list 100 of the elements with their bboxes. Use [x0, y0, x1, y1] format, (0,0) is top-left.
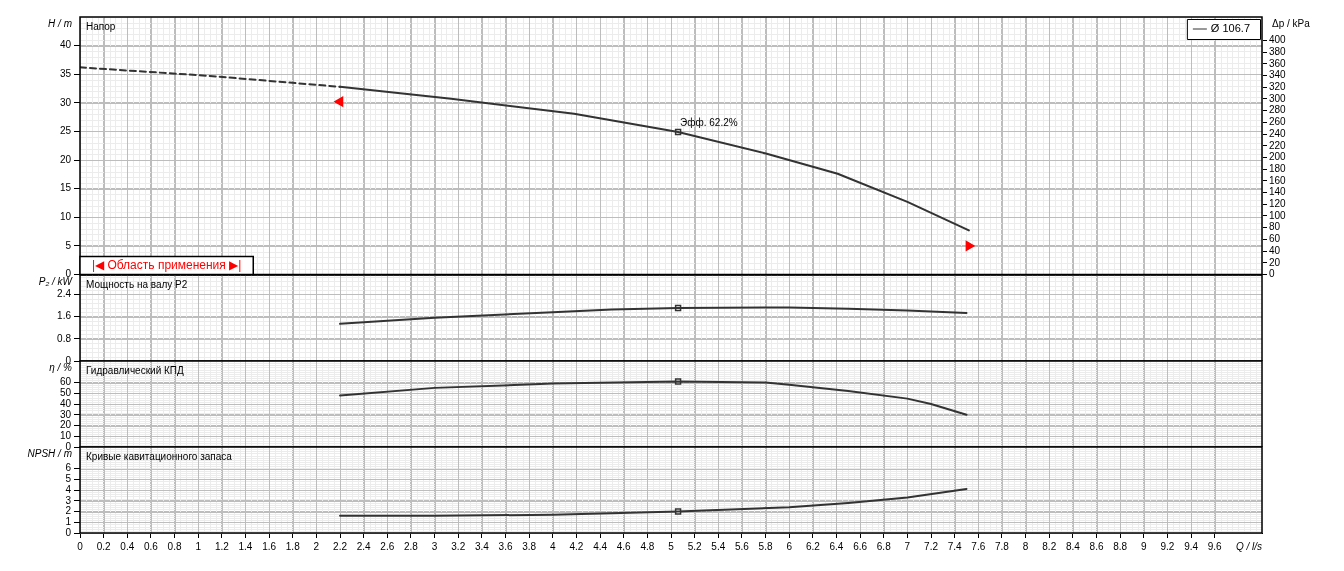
x-tick-label: 1.6: [262, 540, 277, 552]
x-tick-label: 8.8: [1113, 540, 1128, 552]
x-tick-label: 3.2: [451, 540, 466, 552]
y-tick-label: 30: [59, 96, 72, 108]
y2-tick-label: 240: [1269, 127, 1287, 139]
y2-tick-label: 200: [1269, 151, 1287, 163]
legend-label: Ø 106.7: [1210, 22, 1250, 35]
y2-tick-label: 360: [1269, 57, 1287, 69]
y2-tick-label: 140: [1269, 186, 1287, 198]
y-tick-label: 10: [59, 211, 72, 223]
point: [334, 96, 344, 107]
x-tick-label: 4.8: [640, 540, 655, 552]
y-axis-title: H / m: [48, 17, 72, 29]
chart-title: Мощность на валу P2: [86, 278, 188, 290]
x-tick-label: 9.6: [1207, 540, 1223, 552]
x-tick-label: 0.8: [167, 540, 182, 552]
x-tick-label: 4.6: [616, 540, 632, 552]
x-tick-label: 5.6: [734, 540, 750, 552]
chart-title: Напор: [86, 20, 116, 32]
x-tick-label: 1: [195, 540, 202, 552]
y2-tick-label: 20: [1269, 256, 1281, 268]
y2-tick-label: 100: [1269, 209, 1287, 221]
x-tick-label: 3.4: [474, 540, 490, 552]
x-tick-label: 6.2: [805, 540, 821, 552]
y2-tick-label: 60: [1269, 233, 1281, 245]
y-tick-label: 0: [65, 440, 72, 452]
y2-tick-label: 380: [1269, 45, 1287, 57]
y-tick-label: 6: [65, 462, 72, 474]
y-tick-label: 10: [59, 430, 72, 441]
y-tick-label: 5: [65, 239, 72, 251]
annotation: |◀ Область применения ▶|: [92, 258, 242, 273]
x-tick-label: 3.8: [522, 540, 537, 552]
y2-tick-label: 180: [1269, 162, 1287, 174]
x-tick-label: 7.8: [995, 540, 1010, 552]
y-tick-label: 60: [59, 376, 72, 388]
y-tick-label: 30: [59, 408, 72, 420]
x-tick-label: 0.2: [96, 540, 112, 552]
y2-tick-label: 220: [1269, 139, 1287, 151]
x-tick-label: 1.4: [238, 540, 253, 552]
x-tick-label: 3.6: [498, 540, 513, 552]
y-tick-label: 40: [59, 39, 72, 51]
y-tick-label: 4: [65, 483, 72, 495]
x-tick-label: 0: [77, 540, 84, 552]
y2-axis-title: Δp / kPa: [1272, 17, 1311, 29]
x-tick-label: 7: [904, 540, 911, 552]
y2-tick-label: 340: [1269, 69, 1287, 81]
y2-tick-label: 320: [1269, 80, 1287, 92]
x-tick-label: 8.2: [1042, 540, 1057, 552]
x-tick-label: 7.4: [947, 540, 963, 552]
annotation: Эфф. 62.2%: [680, 116, 738, 128]
x-tick-label: 0.6: [143, 540, 159, 552]
y-tick-label: 25: [59, 125, 72, 137]
y2-tick-label: 280: [1269, 104, 1287, 116]
y-tick-label: 40: [59, 397, 72, 409]
x-tick-label: 8: [1022, 540, 1029, 552]
y2-tick-label: 400: [1269, 34, 1287, 46]
y-tick-label: 50: [59, 387, 72, 398]
x-tick-label: 9.4: [1184, 540, 1199, 552]
chart-title: Гидравлический КПД: [86, 364, 185, 376]
y2-tick-label: 260: [1269, 116, 1287, 128]
x-tick-label: 2: [313, 540, 320, 552]
x-tick-label: 9: [1141, 540, 1148, 552]
x-axis-title: Q / l/s: [1235, 540, 1262, 552]
x-tick-label: 8.6: [1089, 540, 1104, 552]
y-tick-label: 0: [65, 526, 72, 538]
x-tick-label: 6.6: [853, 540, 868, 552]
y-tick-label: 35: [59, 67, 72, 79]
point: [965, 240, 975, 251]
x-tick-label: 7.2: [924, 540, 939, 552]
x-tick-label: 5: [668, 540, 675, 552]
y2-tick-label: 0: [1269, 268, 1275, 280]
x-tick-label: 3: [431, 540, 438, 552]
x-tick-label: 4.4: [593, 540, 608, 552]
x-tick-label: 2.6: [380, 540, 395, 552]
x-tick-label: 4.2: [569, 540, 584, 552]
x-tick-label: 1.8: [285, 540, 301, 552]
x-tick-label: 5.8: [758, 540, 773, 552]
x-tick-label: 9.2: [1160, 540, 1175, 552]
y2-tick-label: 40: [1269, 244, 1281, 256]
x-tick-label: 1.2: [214, 540, 230, 552]
x-tick-label: 6: [786, 540, 793, 552]
x-tick-label: 5.4: [711, 540, 726, 552]
y2-tick-label: 160: [1269, 174, 1287, 186]
y-tick-label: 2.4: [57, 288, 72, 300]
y-tick-label: 3: [65, 494, 72, 506]
x-tick-label: 7.6: [971, 540, 986, 552]
y-tick-label: 5: [65, 473, 72, 484]
y2-tick-label: 120: [1269, 198, 1287, 210]
chart-title: Кривые кавитационного запаса: [86, 450, 233, 462]
y-tick-label: 20: [59, 153, 72, 165]
y-tick-label: 0.8: [57, 332, 72, 344]
y-tick-label: 1: [65, 516, 72, 527]
y-tick-label: 15: [59, 182, 72, 194]
y-tick-label: 2: [65, 505, 72, 517]
y-tick-label: 1.6: [57, 310, 72, 322]
x-tick-label: 6.8: [876, 540, 892, 552]
y2-tick-label: 80: [1269, 221, 1281, 233]
y-tick-label: 20: [59, 419, 72, 431]
x-tick-label: 6.4: [829, 540, 844, 552]
x-tick-label: 0.4: [120, 540, 135, 552]
